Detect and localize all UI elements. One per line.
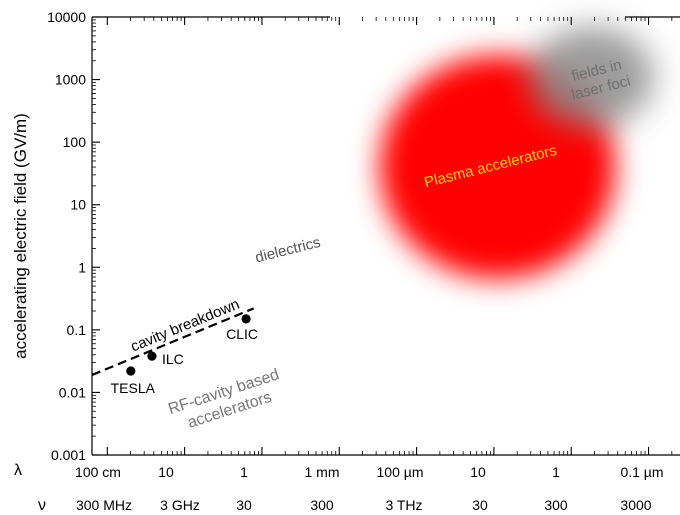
frequency-tick-label: 300 MHz [76,497,132,513]
wavelength-tick-label: 100 µm [377,464,424,480]
y-tick-label: 0.001 [51,447,86,463]
wavelength-tick-label: 1 [552,464,560,480]
point-tesla [126,366,136,376]
cavity-breakdown-label: cavity breakdown [128,296,242,356]
y-tick-label: 10 [70,197,86,213]
frequency-tick-label: 30 [472,497,488,513]
frequency-tick-label: 30 [236,497,252,513]
point-label-clic: CLIC [226,326,258,342]
laser-foci-region [529,26,654,127]
y-tick-label: 1 [78,259,86,275]
y-tick-label: 0.01 [59,384,86,400]
point-clic [241,314,251,324]
point-label-tesla: TESLA [111,380,156,396]
y-axis-title: accelerating electric field (GV/m) [11,113,30,359]
frequency-symbol: ν [38,497,46,514]
point-ilc [147,351,157,361]
wavelength-tick-label: 1 mm [305,464,340,480]
wavelength-tick-label: 1 [240,464,248,480]
y-tick-label: 0.1 [67,322,87,338]
marks-layer [91,307,255,377]
y-tick-label: 1000 [55,72,86,88]
frequency-tick-label: 3 THz [385,497,422,513]
frequency-tick-label: 3000 [620,497,651,513]
y-tick-label: 100 [63,134,87,150]
dielectrics-label: dielectrics [253,234,322,267]
cavity-breakdown-line [91,307,255,377]
wavelength-tick-label: 0.1 µm [620,464,663,480]
wavelength-tick-label: 10 [470,464,486,480]
frequency-tick-label: 3 GHz [160,497,200,513]
wavelength-tick-label: 100 cm [75,464,121,480]
y-tick-label: 10000 [47,9,86,25]
axes-layer: 10000 1000 100 10 1 0.1 0.01 0.001 accelerating … [11,9,680,514]
wavelength-symbol: λ [14,462,22,479]
wavelength-tick-label: 10 [158,464,174,480]
point-label-ilc: ILC [162,351,184,367]
frequency-tick-label: 300 [310,497,334,513]
regions-layer [379,26,654,280]
frequency-tick-label: 300 [544,497,568,513]
